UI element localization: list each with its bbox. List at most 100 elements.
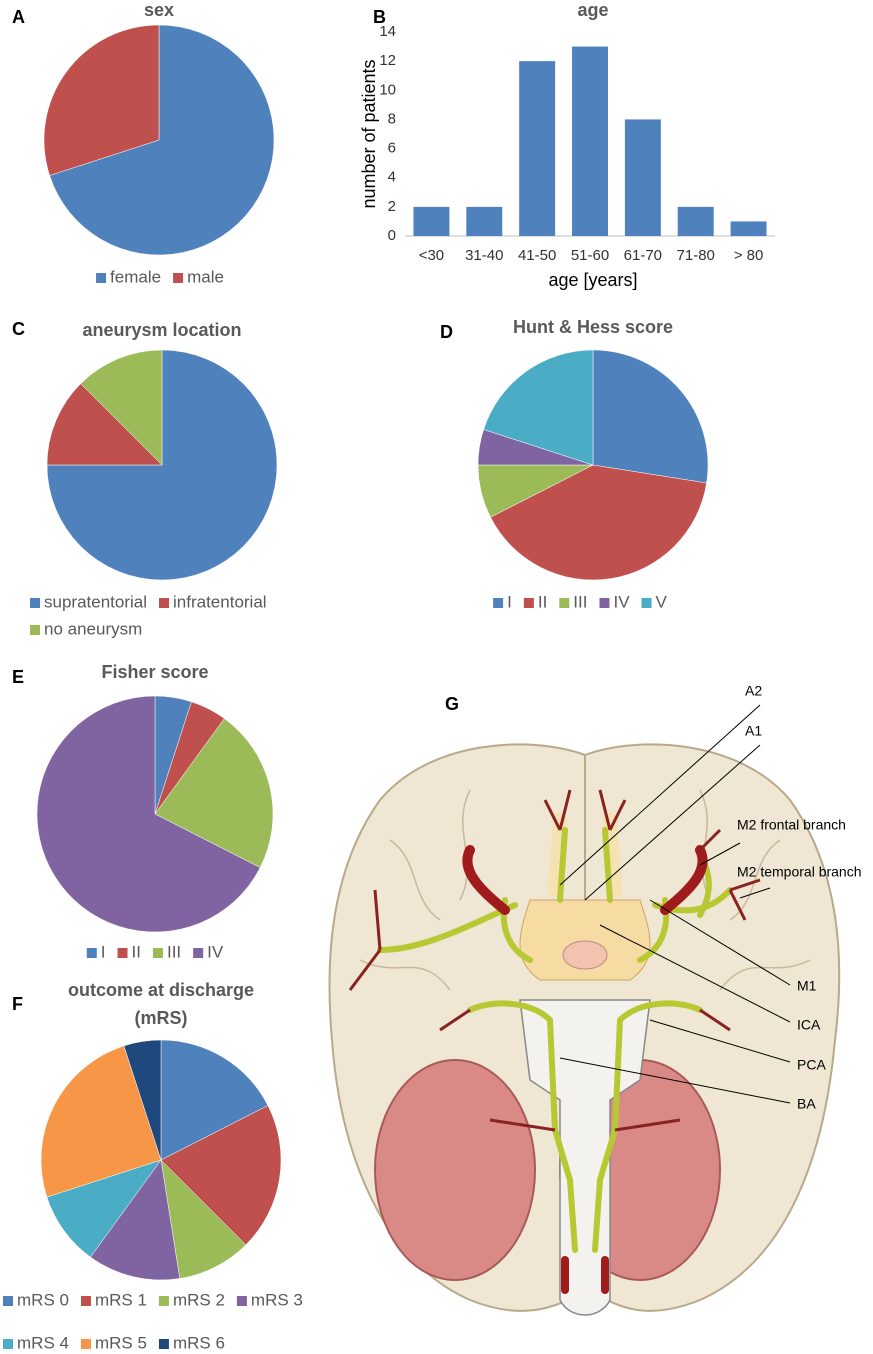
pie-slice (36, 695, 261, 933)
leader-line (699, 842, 741, 866)
legend-swatch (158, 1339, 169, 1349)
panel-letter: B (373, 7, 386, 27)
pie-slice (49, 24, 275, 256)
legend-label: infratentorial (173, 592, 267, 611)
legend-swatch (30, 625, 40, 635)
leader-line (599, 924, 791, 1023)
chart-title: age (577, 0, 609, 20)
legend-swatch (86, 948, 97, 958)
legend-label: mRS 3 (251, 1290, 303, 1309)
chart-title: outcome at discharge (mRS) (67, 980, 255, 1028)
chart-title-box: sex (143, 0, 175, 20)
pie-slice (160, 1039, 269, 1161)
diagram-label: M2 temporal branch (737, 864, 862, 880)
legend-label: mRS 1 (95, 1290, 147, 1309)
panel-letter: D (440, 322, 453, 342)
legend-label: III (167, 942, 181, 961)
legend-item: mRS 3 (236, 1290, 303, 1309)
legend-swatch (80, 1296, 91, 1306)
diagram-label: M2 frontal branch (737, 817, 846, 833)
diagram-label: PCA (797, 1057, 826, 1073)
chart-title-box: age (577, 0, 609, 20)
leader-line (584, 744, 761, 901)
leader-line (649, 899, 791, 986)
vessels-red (462, 845, 708, 1294)
legend-item: no aneurysm (30, 619, 142, 638)
legend-label: III (573, 592, 587, 611)
legend-label: IV (613, 592, 630, 611)
panel-letter: E (12, 667, 24, 687)
chart-title-box: Hunt & Hess score (513, 317, 673, 337)
y-tick-label: 14 (379, 23, 396, 40)
pie-slice (123, 1039, 162, 1161)
pie-slice (483, 349, 594, 466)
x-tick-label: 71-80 (677, 247, 715, 264)
diagram-label: M1 (797, 978, 817, 994)
legend-swatch (158, 1296, 169, 1306)
leader-line (559, 704, 761, 886)
panel-letter: C (12, 319, 25, 339)
vessels-branches (348, 789, 761, 1132)
pie-slice (46, 349, 278, 581)
leader-line (649, 1019, 791, 1063)
chart-title-box: Fisher score (101, 662, 208, 682)
bar (730, 221, 767, 236)
y-tick-label: 0 (388, 227, 396, 244)
x-tick-label: 31-40 (465, 247, 503, 264)
legend-label: mRS 0 (17, 1290, 69, 1309)
legend-item: IV (599, 592, 630, 611)
x-tick-label: 61-70 (624, 247, 662, 264)
legend-item: mRS 0 (3, 1290, 69, 1309)
y-tick-label: 4 (388, 169, 396, 186)
legend-item: mRS 6 (158, 1333, 225, 1352)
pie-slice (40, 1045, 162, 1198)
pie-slice (490, 464, 707, 581)
pie-slice (90, 1159, 181, 1281)
panel-letter: F (12, 994, 23, 1014)
chart-title: aneurysm location (82, 320, 242, 340)
bar (624, 119, 661, 236)
legend-item: mRS 4 (3, 1333, 69, 1352)
legend-swatch (159, 598, 170, 608)
x-tick-label: > 80 (734, 247, 764, 264)
x-axis-title: age [years] (548, 270, 637, 290)
chart-title: sex (143, 0, 175, 20)
x-tick-label: <30 (419, 247, 444, 264)
bar (519, 61, 556, 237)
legend-swatch (236, 1296, 247, 1306)
diagram-label: ICA (797, 1017, 821, 1033)
olfactory (548, 813, 622, 897)
diagram-label: BA (797, 1096, 816, 1112)
legend-item: mRS 5 (80, 1333, 147, 1352)
legend-label: supratentorial (44, 592, 147, 611)
legend-swatch (30, 598, 40, 608)
bar (572, 46, 608, 237)
legend-label: mRS 4 (17, 1333, 69, 1352)
legend-swatch (559, 598, 570, 608)
legend-swatch (96, 273, 107, 283)
diagram-leaders (559, 704, 791, 1104)
legend-swatch (493, 598, 504, 608)
legend-swatch (80, 1339, 91, 1349)
x-tick-label: 51-60 (571, 247, 609, 264)
legend-label: V (656, 592, 668, 611)
legend-label: female (110, 267, 161, 286)
y-axis-title: number of patients (359, 59, 379, 208)
pie-slice (160, 1159, 247, 1279)
legend-swatch (3, 1339, 13, 1349)
bar (466, 206, 503, 236)
y-tick-label: 12 (379, 52, 396, 69)
diagram-label: A1 (745, 723, 762, 739)
pie-slice (46, 383, 163, 466)
chiasm-area (519, 899, 651, 981)
panel-letter: A (12, 7, 25, 27)
y-tick-label: 6 (388, 140, 396, 157)
legend-item: mRS 2 (158, 1290, 225, 1309)
pie-slice (160, 1105, 282, 1246)
legend-item: supratentorial (30, 592, 147, 611)
legend-label: II (132, 942, 141, 961)
legend-item: female (96, 267, 161, 286)
legend-swatch (3, 1296, 13, 1306)
legend-swatch (152, 948, 163, 958)
